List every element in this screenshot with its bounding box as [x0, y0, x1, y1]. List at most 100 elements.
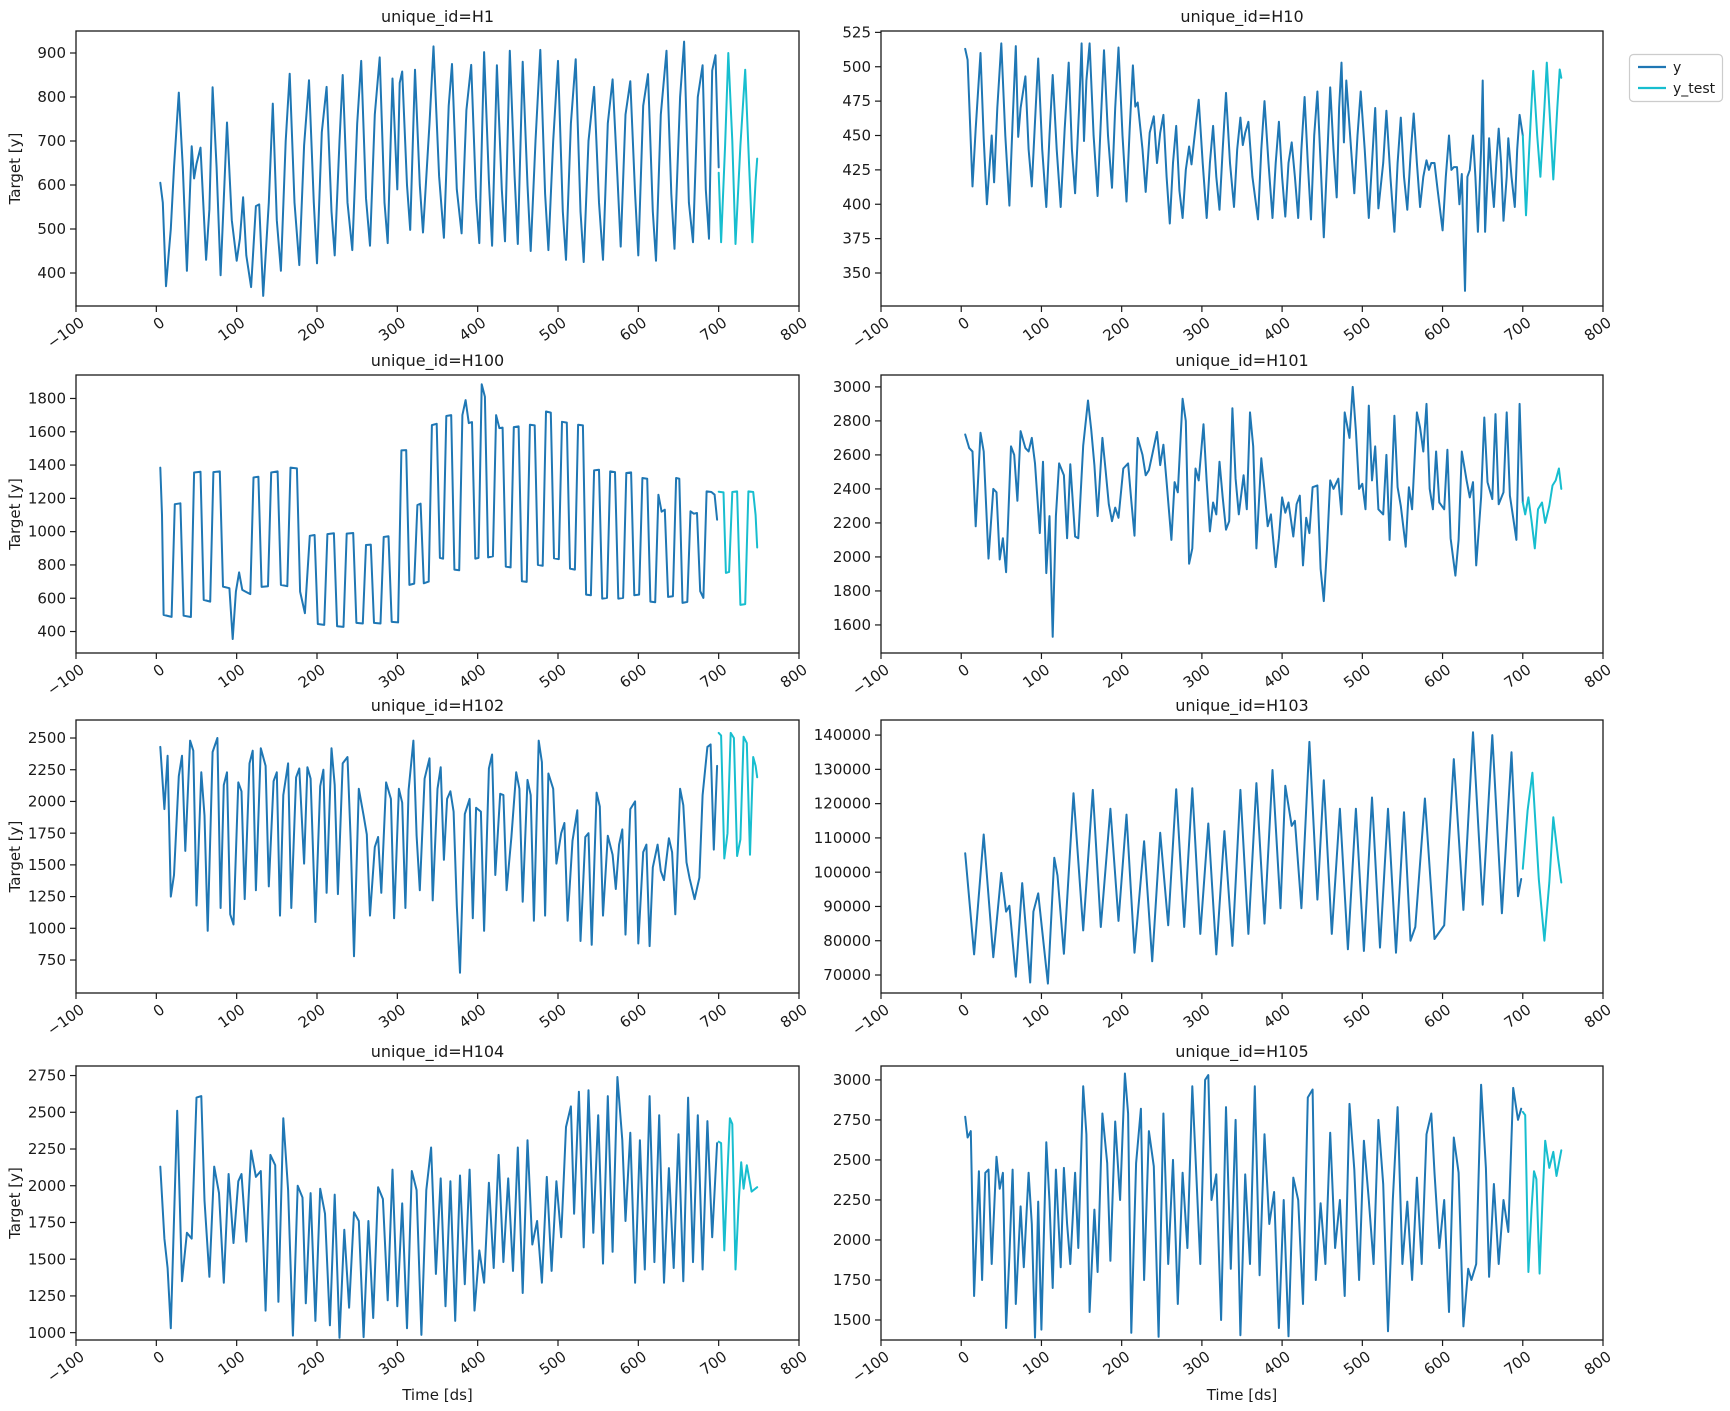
x-tick-label: 0: [955, 1000, 973, 1020]
y-tick-label: 400: [37, 264, 66, 282]
x-tick-label: 400: [456, 660, 490, 691]
series-y_test: [1521, 771, 1563, 942]
x-tick-label: 400: [1260, 313, 1294, 344]
y-tick-label: 700: [37, 132, 66, 150]
x-tick-label: −100: [849, 313, 893, 352]
x-tick-label: 700: [697, 313, 731, 344]
y-tick-label: 2750: [833, 1111, 871, 1129]
y-tick-label: 1250: [28, 1287, 66, 1305]
x-tick-label: 0: [150, 313, 168, 333]
y-axis-label: Target [y]: [6, 1167, 24, 1240]
x-tick-label: −100: [849, 1347, 893, 1386]
x-tick-label: 600: [616, 1000, 650, 1031]
x-tick-label: 600: [616, 313, 650, 344]
y-tick-label: 2250: [28, 1140, 66, 1158]
y-tick-label: 110000: [814, 829, 871, 847]
x-tick-label: 600: [616, 660, 650, 691]
x-tick-label: 0: [150, 660, 168, 680]
x-tick-label: 500: [536, 1000, 570, 1031]
y-tick-label: 1200: [28, 489, 66, 507]
x-tick-label: 800: [1581, 660, 1615, 691]
x-tick-label: 300: [1180, 1347, 1214, 1378]
x-tick-label: 300: [375, 1000, 409, 1031]
subplot-title: unique_id=H105: [1175, 1042, 1308, 1062]
series-y_test: [1521, 1110, 1563, 1275]
x-tick-label: 300: [1180, 1000, 1214, 1031]
x-tick-label: 300: [375, 313, 409, 344]
x-tick-label: 400: [1260, 1000, 1294, 1031]
y-tick-label: 3000: [833, 1071, 871, 1089]
legend: y y_test: [1628, 53, 1724, 103]
x-axis-label: Time [ds]: [401, 1386, 473, 1404]
y-tick-label: 750: [37, 951, 66, 969]
x-tick-label: 500: [536, 660, 570, 691]
x-tick-label: 400: [1260, 1347, 1294, 1378]
x-tick-label: 0: [150, 1000, 168, 1020]
subplot-title: unique_id=H100: [371, 351, 504, 371]
x-tick-label: 700: [697, 1000, 731, 1031]
x-tick-label: 700: [1501, 1000, 1535, 1031]
y-tick-label: 140000: [814, 726, 871, 744]
x-tick-label: −100: [849, 1000, 893, 1039]
x-tick-label: 100: [1019, 1000, 1053, 1031]
series-y_test: [1521, 61, 1563, 217]
series-y: [964, 731, 1523, 985]
y-tick-label: 1750: [28, 1214, 66, 1232]
x-tick-label: 500: [1340, 1000, 1374, 1031]
legend-label: y: [1673, 60, 1681, 76]
legend-label: y_test: [1673, 81, 1716, 97]
x-tick-label: 800: [777, 660, 811, 691]
y-tick-label: 2250: [28, 761, 66, 779]
y-tick-label: 1600: [833, 616, 871, 634]
subplot-title: unique_id=H1: [381, 7, 494, 27]
series-y_test: [717, 490, 759, 606]
y-tick-label: 2250: [833, 1191, 871, 1209]
x-tick-label: 100: [215, 313, 249, 344]
x-tick-label: 800: [1581, 1347, 1615, 1378]
y-tick-label: 800: [37, 88, 66, 106]
axes-frame: [880, 1065, 1604, 1341]
x-tick-label: 0: [955, 1347, 973, 1367]
y-tick-label: 2500: [28, 729, 66, 747]
y-tick-label: 1500: [28, 856, 66, 874]
y-tick-label: 2000: [833, 548, 871, 566]
y-tick-label: 475: [842, 92, 871, 110]
y-tick-label: 130000: [814, 760, 871, 778]
series-y: [159, 383, 719, 640]
y-tick-label: 600: [37, 176, 66, 194]
series-y: [964, 42, 1524, 292]
x-tick-label: 700: [697, 660, 731, 691]
y-tick-label: 1000: [28, 1324, 66, 1342]
x-tick-label: −100: [44, 660, 88, 699]
x-tick-label: 400: [456, 1000, 490, 1031]
y-tick-label: 375: [842, 230, 871, 248]
x-tick-label: 200: [1100, 1347, 1134, 1378]
x-tick-label: −100: [849, 660, 893, 699]
x-tick-label: 200: [295, 313, 329, 344]
x-tick-label: 500: [536, 313, 570, 344]
x-tick-label: −100: [44, 1347, 88, 1386]
y-tick-label: 2800: [833, 412, 871, 430]
y-tick-label: 1000: [28, 523, 66, 541]
subplot-title: unique_id=H102: [371, 696, 504, 716]
x-tick-label: 200: [1100, 1000, 1134, 1031]
y-tick-label: 2000: [28, 1177, 66, 1195]
y-tick-label: 425: [842, 161, 871, 179]
x-tick-label: 500: [1340, 660, 1374, 691]
subplot-h101: unique_id=H10116001800200022002400260028…: [833, 351, 1615, 699]
y-tick-label: 900: [37, 44, 66, 62]
y-axis-label: Target [y]: [6, 821, 24, 894]
x-tick-label: 600: [1421, 313, 1455, 344]
x-tick-label: 100: [215, 1347, 249, 1378]
y-axis-label: Target [y]: [6, 133, 24, 206]
y-tick-label: 2750: [28, 1067, 66, 1085]
x-tick-label: 700: [697, 1347, 731, 1378]
x-tick-label: 100: [215, 1000, 249, 1031]
axes-frame: [75, 1065, 800, 1341]
x-tick-label: 0: [150, 1347, 168, 1367]
y-tick-label: 2600: [833, 446, 871, 464]
x-tick-label: −100: [44, 1000, 88, 1039]
axes-frame: [880, 719, 1604, 994]
y-tick-label: 2000: [28, 793, 66, 811]
